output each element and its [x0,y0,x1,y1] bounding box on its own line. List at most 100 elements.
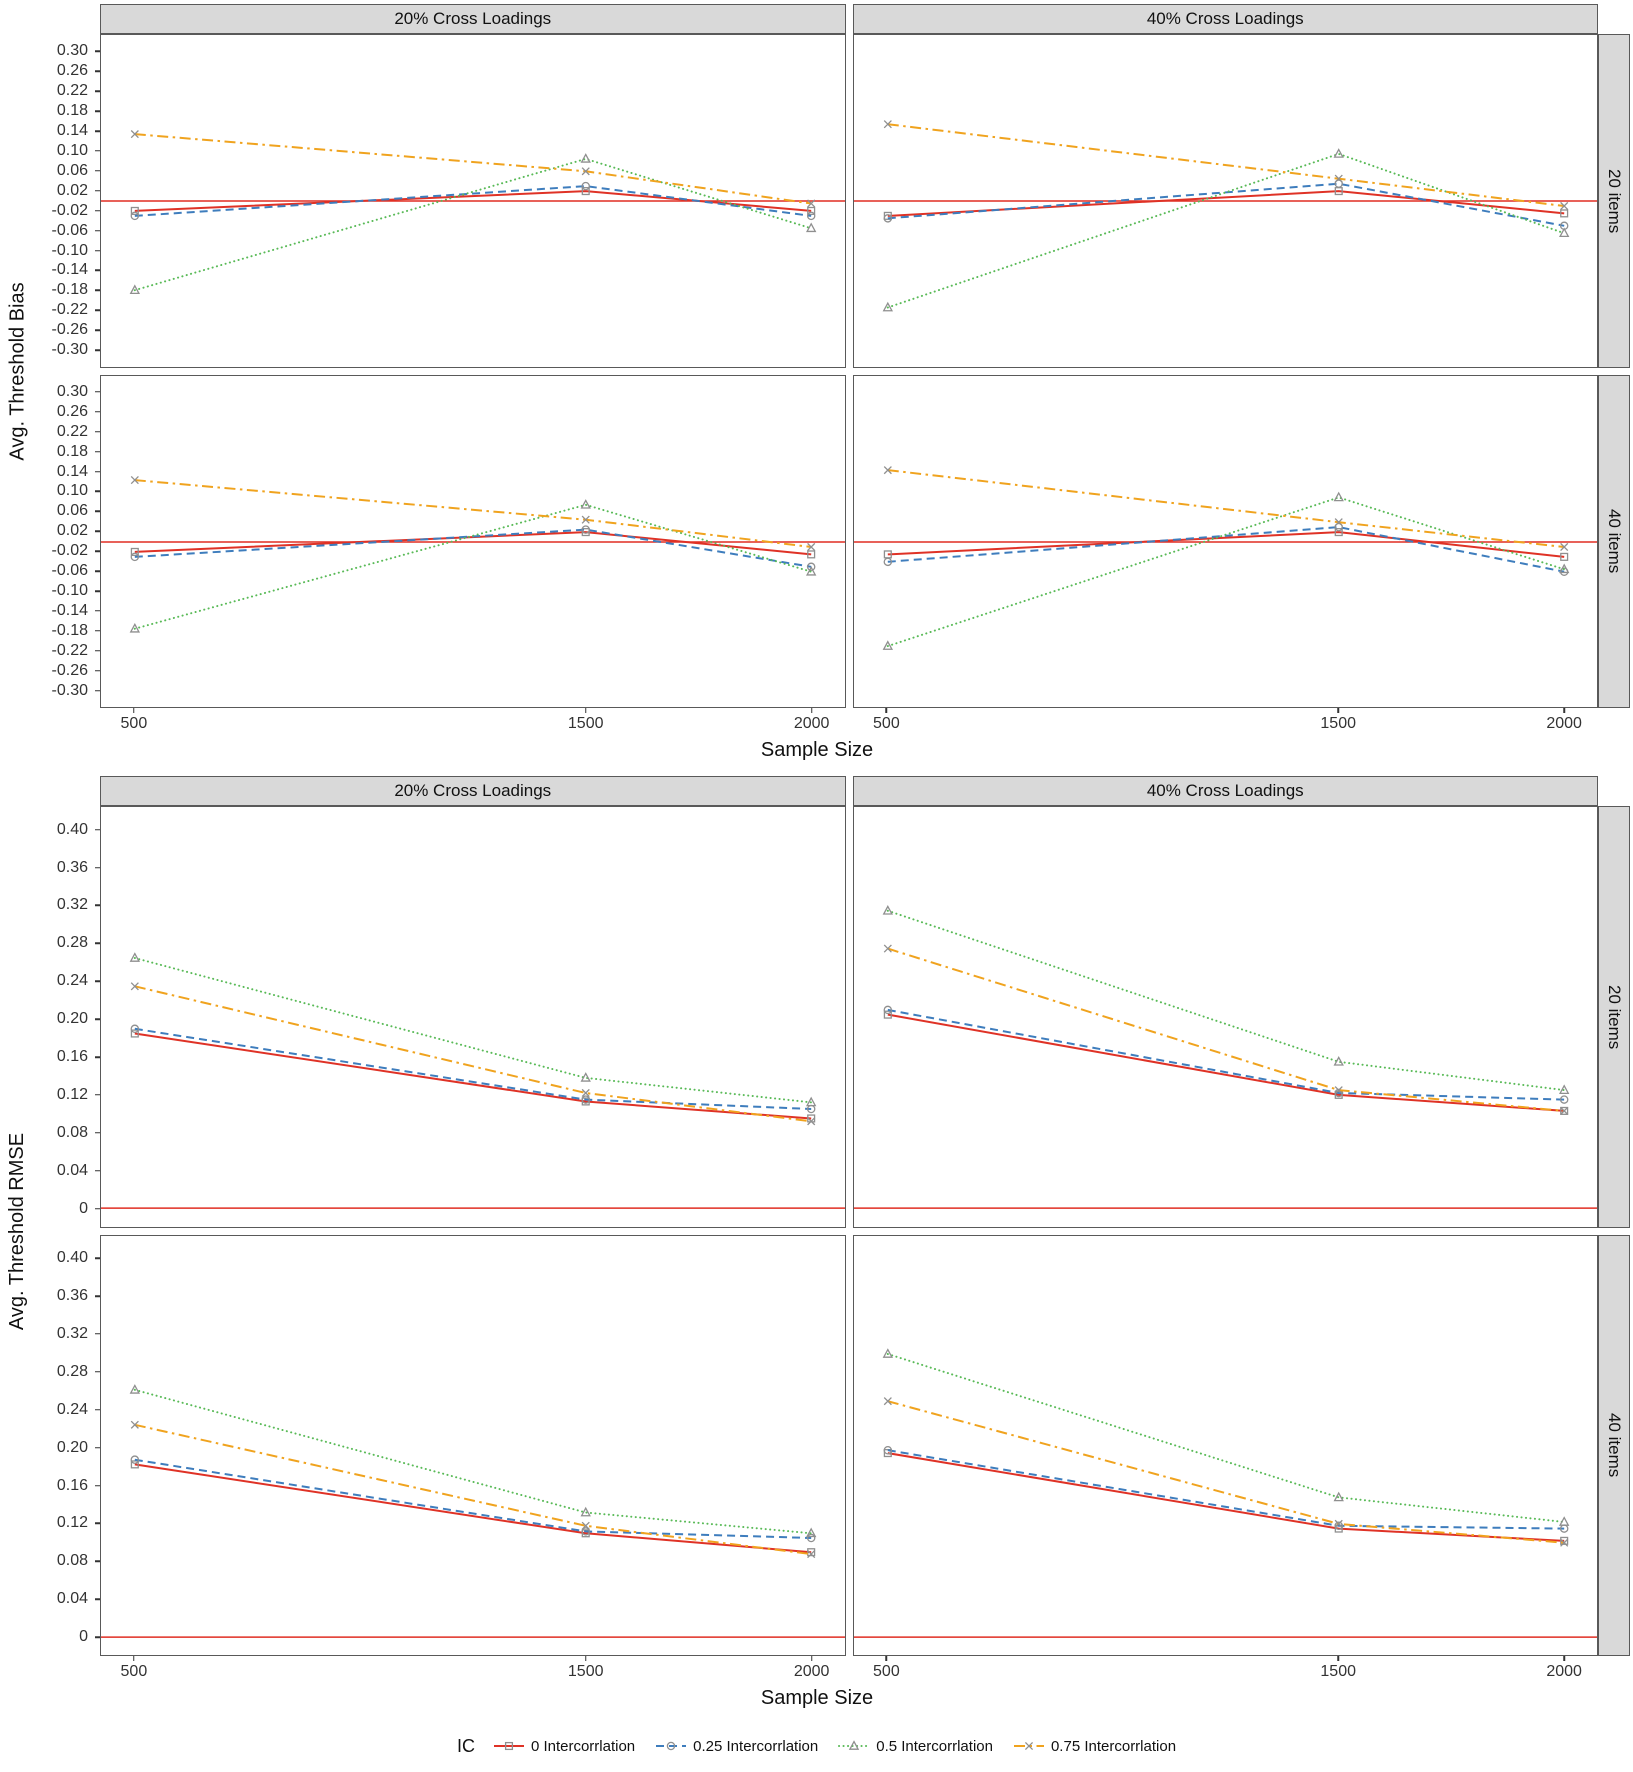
y-tick-label: -0.14 [51,261,88,279]
y-tick-label: 0.24 [56,972,88,990]
series-line [133,503,813,630]
circle-marker [581,181,590,191]
facet-column-label: 40% Cross Loadings [1146,9,1304,28]
x-tick-mark [1337,708,1339,713]
y-tick-mark [95,610,100,612]
y-tick-mark [95,866,100,869]
legend-item-label: 0.75 Intercorrlation [1050,1737,1177,1755]
y-tick-mark [95,669,100,672]
square-marker [1559,1106,1568,1115]
series-line [134,528,812,568]
y-tick-label: 0.22 [56,82,88,100]
panel-canvas [853,1347,1598,1638]
y-tick-mark [95,650,100,652]
plot-panel [100,34,846,368]
y-tick-label: 0.16 [56,1476,88,1494]
triangle-marker [1558,1515,1569,1526]
panel-canvas [853,465,1598,650]
y-tick-mark [95,1371,100,1373]
y-tick-mark [95,550,100,552]
plot-panel [852,1234,1598,1656]
square-marker [1559,209,1568,218]
y-tick-mark [95,942,100,945]
triangle-marker [129,622,141,633]
x-marker [1559,1538,1568,1547]
x-axis-title: Sample Size [36,1684,1598,1720]
x-marker [581,515,590,524]
y-tick-label: 0.16 [56,1048,88,1065]
y-tick-mark [95,590,100,592]
y-tick-mark [95,110,100,112]
square-marker [807,206,816,215]
y-tick-mark [95,229,100,232]
x-marker [883,1396,892,1405]
y-tick-label: 0.08 [56,1552,88,1570]
series-line [134,1032,812,1120]
legend: IC 0 Intercorrlation 0.25 Intercorrlation… [0,1720,1633,1772]
triangle-marker [805,1096,817,1107]
series-line [887,525,1564,573]
circle-marker [883,557,892,566]
x-tick-label: 500 [120,1663,148,1680]
series-line [887,1451,1564,1542]
y-axis-title: Avg. Threshold Bias [0,34,36,708]
circle-marker [130,552,140,561]
y-tick-mark [95,470,100,473]
y-tick-mark [95,1446,100,1449]
y-tick-label: 0.28 [56,1362,88,1380]
series-line [134,1462,812,1553]
y-tick-mark [95,1636,100,1638]
series-line [134,530,812,555]
y-tick-mark [95,1484,100,1487]
circle-marker [1333,1521,1343,1530]
x-tick-label: 1500 [1320,1663,1356,1680]
y-tick-mark [95,828,100,831]
series-line [886,152,1565,309]
series-line [134,185,812,217]
y-tick-mark [95,329,100,331]
series-line [133,1388,813,1534]
y-tick-mark [95,1207,100,1210]
y-tick-mark [95,50,100,53]
x-marker [130,130,139,139]
y-axis: 0.30 0.26 0.22 0.18 0.14 0.10 0.06 0.02 -0.02 -0.… [36,34,100,368]
circle-marker [806,211,816,221]
panel-canvas [101,130,845,295]
x-marker [581,167,590,176]
x-marker [807,1117,816,1126]
circle-marker [1333,522,1343,531]
y-tick-label: -0.22 [51,641,88,659]
x-tick-mark [584,1656,587,1661]
x-marker [1334,174,1343,183]
plot-panel [852,34,1598,368]
x-tick-label: 500 [873,1663,900,1680]
triangle-marker [580,1072,591,1082]
y-tick-mark [95,1257,100,1259]
y-tick-mark [95,209,100,212]
x-axis-title: Sample Size [36,736,1598,772]
y-tick-mark [95,411,100,413]
y-tick-label: -0.26 [51,661,88,679]
x-tick-mark [810,1656,813,1661]
x-marker [807,1549,816,1558]
circle-marker [1559,1095,1568,1104]
y-tick-mark [95,490,100,493]
y-tick-label: 0.24 [56,1400,88,1418]
square-marker [130,1459,139,1468]
plot-panel [100,1234,846,1656]
legend-title: IC [456,1735,475,1756]
circle-marker [883,214,892,223]
series-line [887,1008,1564,1101]
y-tick-label: -0.10 [51,241,88,259]
triangle-marker [1333,1491,1344,1501]
y-tick-mark [95,530,100,533]
facet-column-strip: 20% Cross Loadings [100,4,846,34]
facet-row-strip: 20 items [1598,806,1630,1228]
y-tick-mark [95,249,100,252]
x-marker [1559,201,1568,211]
triangle-marker [1558,562,1569,573]
triangle-marker [882,905,893,915]
y-tick-label: 0.20 [56,1010,88,1028]
triangle-marker [580,498,591,509]
